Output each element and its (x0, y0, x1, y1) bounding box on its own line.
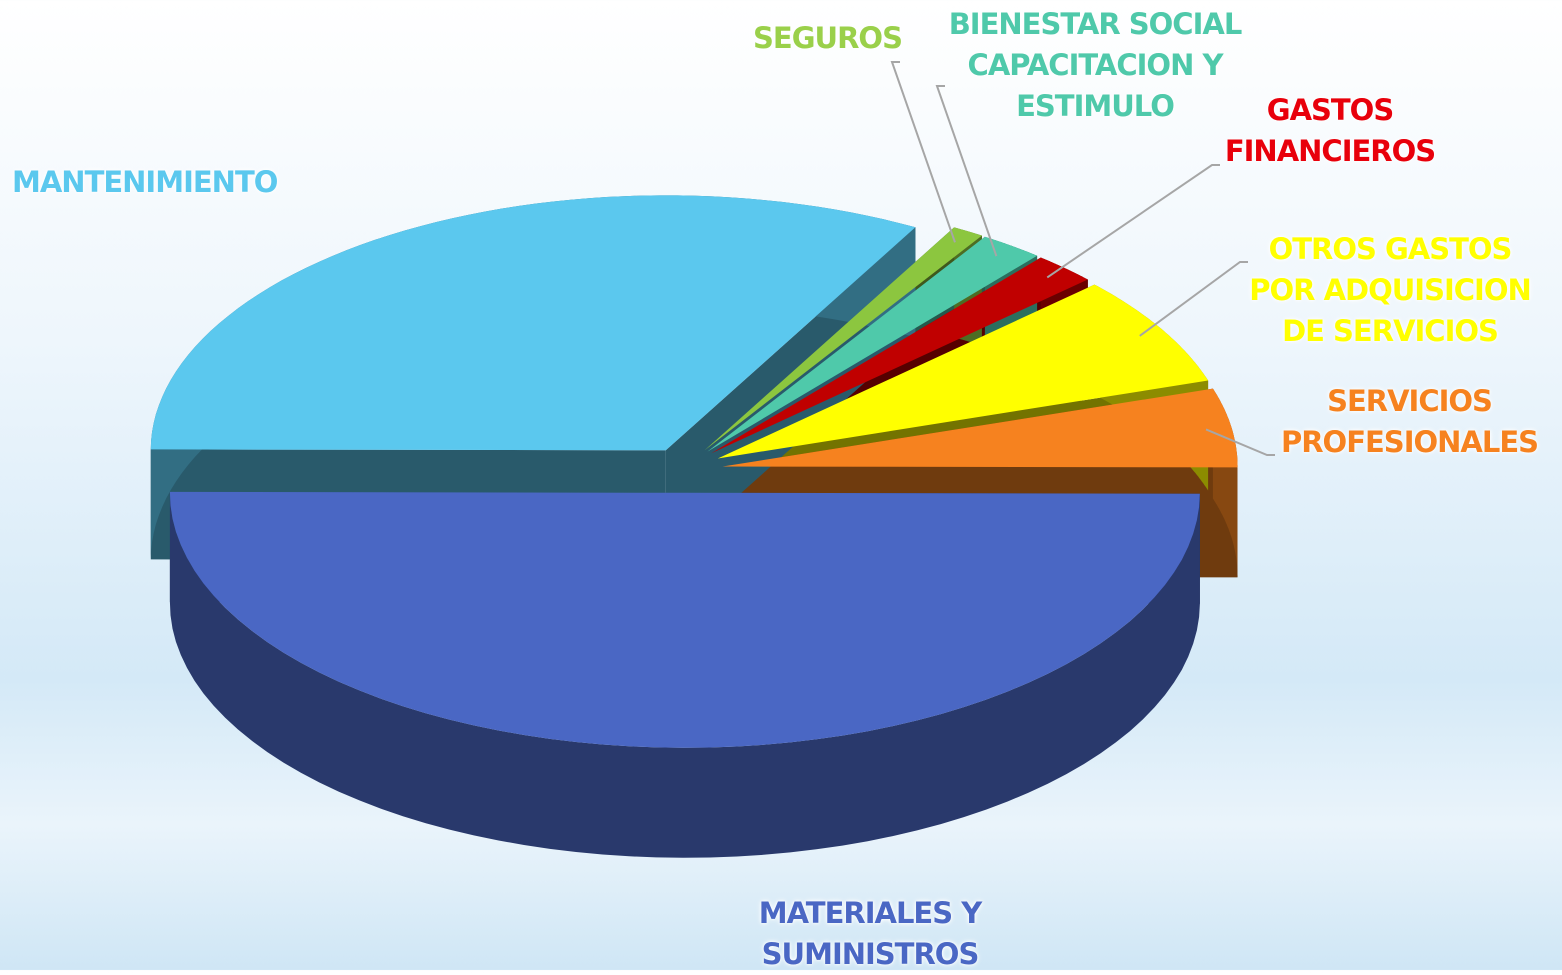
leader-line (1046, 164, 1220, 279)
slice (717, 284, 1209, 459)
slice-label: SEGUROS (753, 21, 903, 55)
slice-label: MATERIALES Y SUMINISTROS (758, 896, 982, 971)
leader-line (890, 61, 956, 243)
slice-side (169, 491, 1200, 858)
slice (707, 236, 1038, 452)
slice-label: SERVICIOS PROFESIONALES (1280, 384, 1539, 459)
slice (150, 195, 916, 451)
slice (711, 257, 1088, 454)
slice-label: OTROS GASTOS POR ADQUISICION DE SERVICIO… (1249, 232, 1532, 348)
leader-line (935, 85, 998, 257)
slice-label: GASTOS FINANCIEROS (1224, 93, 1436, 168)
slice (704, 227, 982, 451)
leader-line (1139, 261, 1248, 337)
slice-label: MANTENIMIENTO (12, 165, 278, 199)
slice (722, 388, 1238, 468)
slice-label: BIENESTAR SOCIAL CAPACITACION Y ESTIMULO (948, 7, 1243, 123)
leader-line (1205, 428, 1275, 456)
slice (169, 491, 1200, 748)
